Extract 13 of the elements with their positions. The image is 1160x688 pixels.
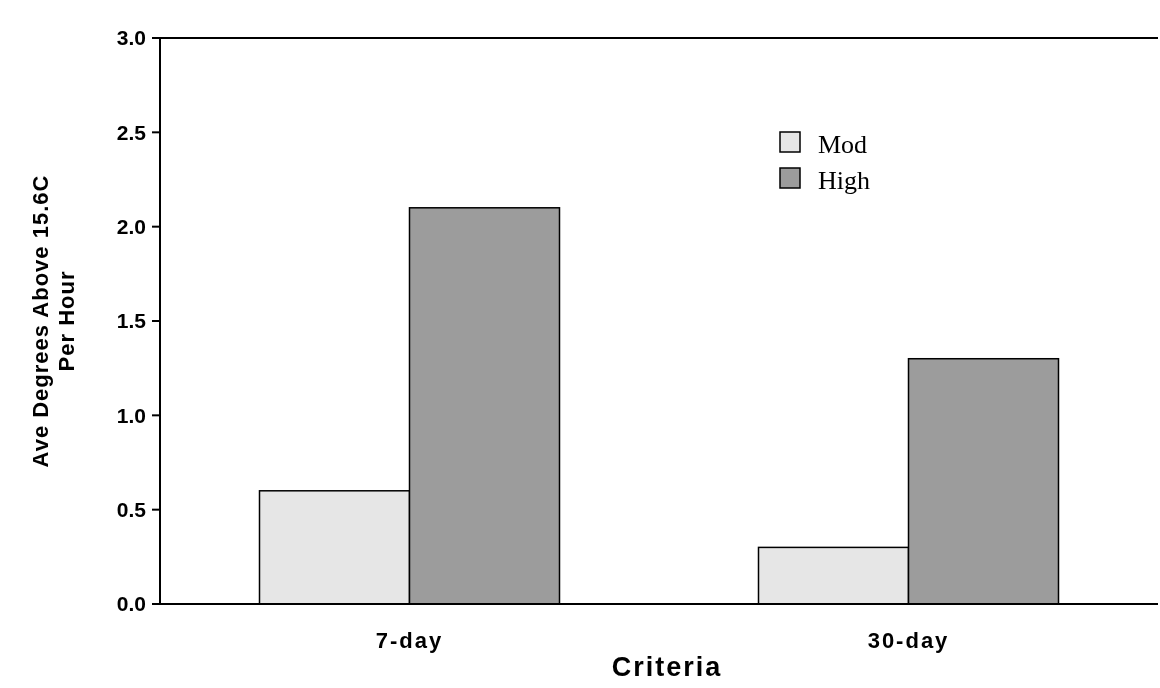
y-tick-label: 3.0 [116,26,146,50]
x-tick-label: 30-day [867,628,950,653]
y-tick-label: 2.5 [116,120,147,144]
y-tick-label: 1.0 [116,403,146,427]
y-tick-label: 0.0 [116,592,146,616]
y-axis-title: Ave Degrees Above 15.6C Per Hour [28,174,79,468]
x-axis-title: Criteria [611,652,723,682]
y-tick-label: 1.5 [116,309,147,333]
y-tick-label: 0.5 [116,498,147,522]
x-tick-label: 7-day [375,628,444,653]
legend-label: Mod [818,130,868,160]
legend-label: High [818,166,870,196]
y-tick-label: 2.0 [116,215,146,239]
